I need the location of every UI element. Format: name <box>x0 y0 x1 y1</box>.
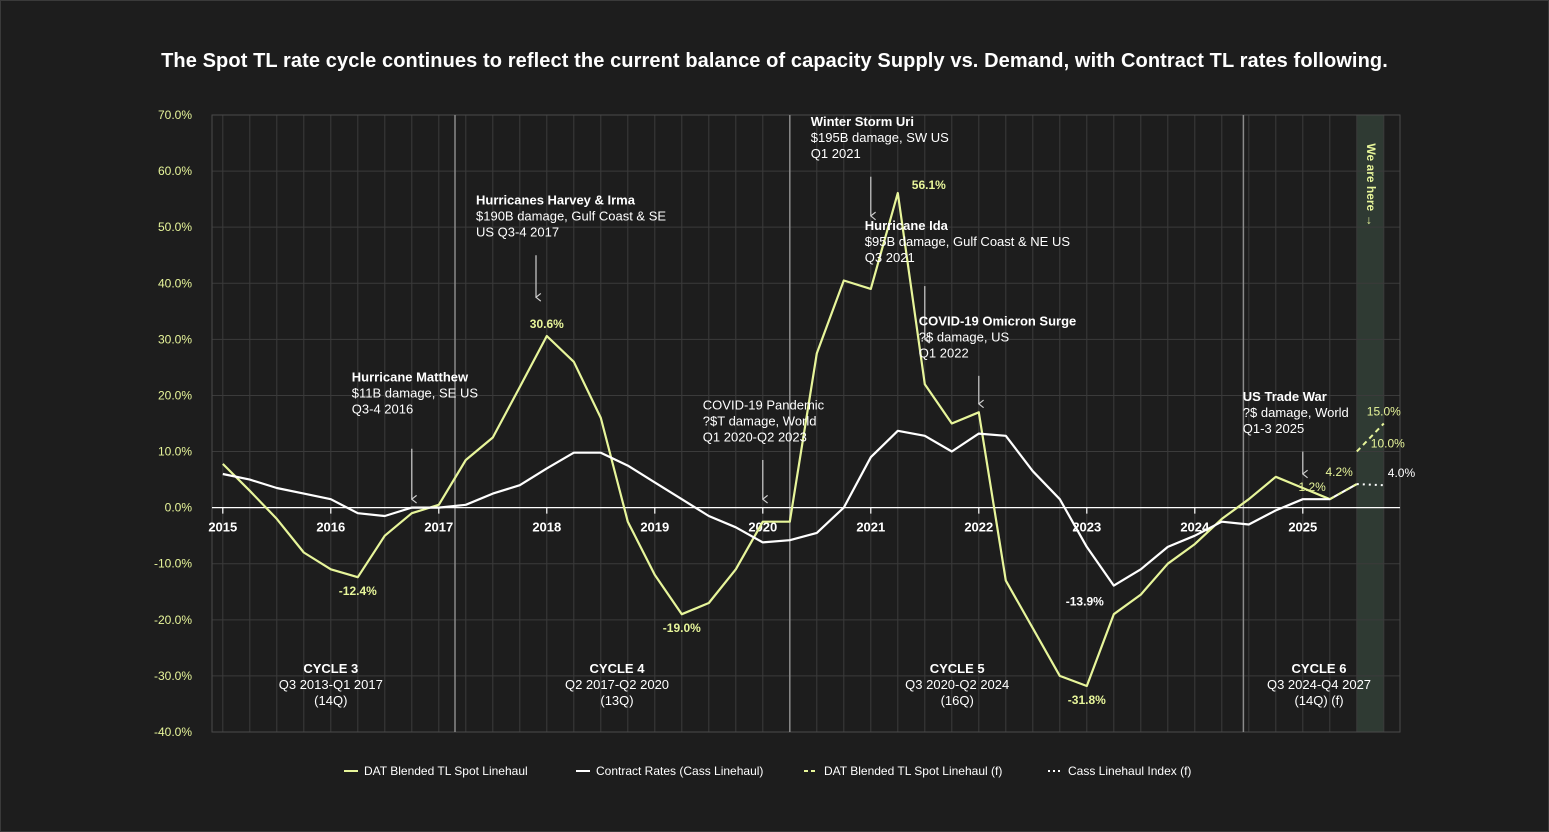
x-tick-label: 2021 <box>856 520 885 535</box>
event-detail: Q3 2021 <box>865 250 915 265</box>
cycle-detail: (14Q) (f) <box>1294 693 1343 708</box>
event-detail: $95B damage, Gulf Coast & NE US <box>865 234 1071 249</box>
event-detail: Q1 2021 <box>811 146 861 161</box>
legend-label: DAT Blended TL Spot Linehaul (f) <box>824 764 1002 778</box>
data-label: -12.4% <box>339 584 377 598</box>
legend-label: DAT Blended TL Spot Linehaul <box>364 764 528 778</box>
y-tick-label: -20.0% <box>154 613 192 627</box>
event-detail: $190B damage, Gulf Coast & SE <box>476 209 666 224</box>
y-tick-label: -40.0% <box>154 725 192 739</box>
cycle-detail: Q3 2020-Q2 2024 <box>905 677 1009 692</box>
data-label: 30.6% <box>530 317 564 331</box>
x-tick-label: 2024 <box>1180 520 1210 535</box>
y-tick-label: -10.0% <box>154 557 192 571</box>
x-tick-label: 2019 <box>640 520 669 535</box>
event-title: US Trade War <box>1243 389 1327 404</box>
cycle-detail: (14Q) <box>314 693 347 708</box>
series-line-1 <box>222 429 1358 587</box>
cycle-title: CYCLE 3 <box>303 661 358 676</box>
series-line-0 <box>222 191 1331 688</box>
y-tick-label: 20.0% <box>158 388 192 402</box>
cycle-detail: Q3 2013-Q1 2017 <box>279 677 383 692</box>
event-detail: ?$ damage, US <box>919 329 1010 344</box>
data-label: -13.9% <box>1066 595 1104 609</box>
event-detail: $11B damage, SE US <box>352 385 479 400</box>
event-detail: Q1 2020-Q2 2023 <box>703 429 807 444</box>
highlight-band <box>1356 115 1384 732</box>
y-tick-label: 40.0% <box>158 276 192 290</box>
data-label: 56.1% <box>912 178 946 192</box>
legend-label: Contract Rates (Cass Linehaul) <box>596 764 763 778</box>
event-detail: Q3-4 2016 <box>352 401 413 416</box>
data-label: -31.8% <box>1068 693 1106 707</box>
event-title: Hurricane Ida <box>865 218 949 233</box>
event-title: Winter Storm Uri <box>811 114 914 129</box>
event-detail: COVID-19 Pandemic <box>703 397 825 412</box>
cycle-detail: (16Q) <box>941 693 974 708</box>
y-tick-label: 30.0% <box>158 332 192 346</box>
data-label: -19.0% <box>663 621 701 635</box>
event-detail: Q1 2022 <box>919 345 969 360</box>
data-label: 10.0% <box>1371 437 1405 451</box>
x-tick-label: 2018 <box>532 520 561 535</box>
y-tick-label: 50.0% <box>158 220 192 234</box>
cycle-title: CYCLE 6 <box>1292 661 1347 676</box>
data-label: 4.0% <box>1388 466 1416 480</box>
legend-label: Cass Linehaul Index (f) <box>1068 764 1191 778</box>
we-are-here-label: We are here → <box>1364 143 1378 226</box>
data-label: 4.2% <box>1325 465 1353 479</box>
y-tick-label: 0.0% <box>165 501 193 515</box>
series-line-4 <box>1356 422 1385 453</box>
x-tick-label: 2017 <box>424 520 453 535</box>
event-detail: $195B damage, SW US <box>811 130 949 145</box>
series-line-3 <box>1356 483 1384 487</box>
y-tick-label: 60.0% <box>158 164 192 178</box>
chart-title: The Spot TL rate cycle continues to refl… <box>161 50 1388 72</box>
y-tick-label: 10.0% <box>158 445 192 459</box>
x-tick-label: 2016 <box>316 520 345 535</box>
event-title: Hurricane Matthew <box>352 369 469 384</box>
y-tick-label: -30.0% <box>154 669 192 683</box>
cycle-detail: (13Q) <box>600 693 633 708</box>
y-tick-label: 70.0% <box>158 108 192 122</box>
data-label: 15.0% <box>1367 405 1401 419</box>
cycle-title: CYCLE 5 <box>930 661 985 676</box>
event-detail: US Q3-4 2017 <box>476 225 559 240</box>
x-tick-label: 2015 <box>208 520 237 535</box>
event-detail: Q1-3 2025 <box>1243 421 1304 436</box>
event-title: COVID-19 Omicron Surge <box>919 313 1076 328</box>
x-tick-label: 2025 <box>1288 520 1317 535</box>
cycle-detail: Q3 2024-Q4 2027 <box>1267 677 1371 692</box>
event-title: Hurricanes Harvey & Irma <box>476 193 636 208</box>
x-tick-label: 2023 <box>1072 520 1101 535</box>
event-detail: ?$T damage, World <box>703 413 817 428</box>
x-tick-label: 2020 <box>748 520 777 535</box>
data-label: 1.2% <box>1298 480 1326 494</box>
plot-border <box>211 114 1401 733</box>
cycle-title: CYCLE 4 <box>590 661 646 676</box>
event-detail: ?$ damage, World <box>1243 405 1349 420</box>
x-tick-label: 2022 <box>964 520 993 535</box>
cycle-detail: Q2 2017-Q2 2020 <box>565 677 669 692</box>
